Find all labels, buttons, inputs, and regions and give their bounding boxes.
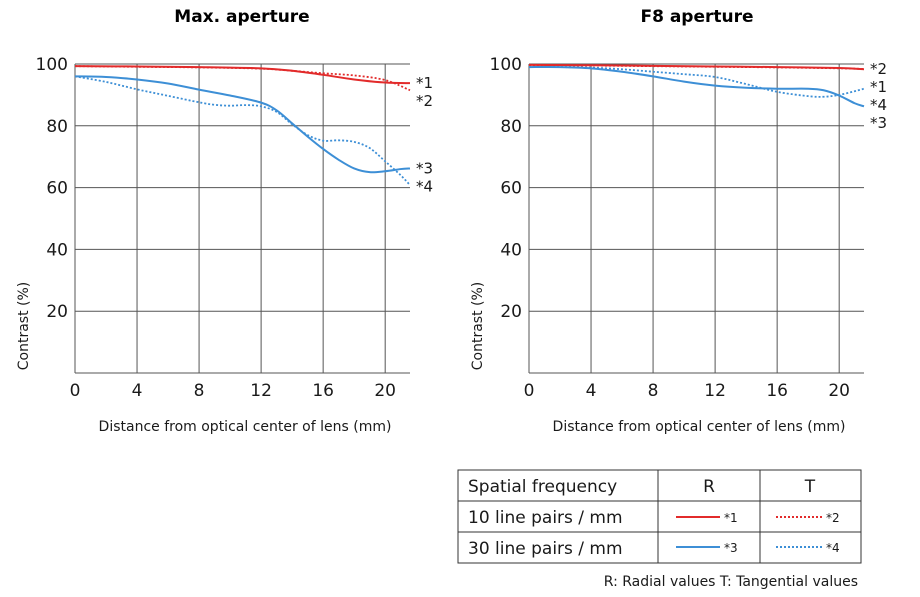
series-line-1: [74, 65, 411, 85]
curve-label: *3: [416, 159, 433, 177]
y-tick-label: 20: [500, 302, 522, 322]
chart-grid: [74, 63, 410, 374]
chart-series: [74, 65, 411, 186]
legend-header-radial: R: [703, 477, 715, 497]
legend-tag: *4: [826, 541, 840, 555]
curve-label: *2: [416, 92, 433, 110]
y-tick-label: 40: [46, 240, 68, 260]
x-tick-label: 16: [766, 381, 788, 401]
y-tick-label: 20: [46, 302, 68, 322]
legend-row-label: 10 line pairs / mm: [468, 508, 623, 528]
x-tick-label: 20: [828, 381, 850, 401]
chart-title: F8 aperture: [640, 7, 753, 27]
y-axis-label: Contrast (%): [470, 282, 486, 371]
series-line-3: [528, 65, 865, 108]
chart-grid: [528, 63, 864, 374]
x-tick-label: 16: [312, 381, 334, 401]
x-tick-label: 12: [250, 381, 272, 401]
x-axis-label: Distance from optical center of lens (mm…: [99, 419, 392, 435]
legend-footnote: R: Radial values T: Tangential values: [604, 574, 858, 590]
legend-table: Spatial frequency R T 10 line pairs / mm…: [457, 469, 862, 590]
curve-label: *2: [870, 60, 887, 78]
legend-tag: *1: [724, 511, 738, 525]
legend-table-grid: [457, 469, 862, 564]
legend-tag: *3: [724, 541, 738, 555]
mtf-chart-f8-aperture: F8 aperture 20 40 60 80 100 0 4 8 12 16 20 Contra…: [470, 7, 887, 435]
curve-label: *3: [870, 114, 887, 132]
chart-series: [528, 63, 865, 108]
y-axis-ticks: 20 40 60 80 100: [36, 55, 68, 322]
y-tick-label: 40: [500, 240, 522, 260]
curve-labels: *2*1*4*3: [870, 60, 887, 132]
x-axis-ticks: 0 4 8 12 16 20: [70, 381, 396, 401]
series-line-1: [528, 63, 865, 71]
curve-label: *4: [870, 96, 887, 114]
x-axis-ticks: 0 4 8 12 16 20: [524, 381, 850, 401]
x-tick-label: 4: [586, 381, 597, 401]
x-tick-label: 0: [70, 381, 81, 401]
y-tick-label: 80: [46, 117, 68, 137]
y-tick-label: 80: [500, 117, 522, 137]
series-line-2: [74, 65, 411, 92]
curve-label: *4: [416, 177, 433, 195]
x-tick-label: 4: [132, 381, 143, 401]
y-axis-label: Contrast (%): [16, 282, 32, 371]
chart-title: Max. aperture: [174, 7, 309, 27]
legend-header-label: Spatial frequency: [468, 477, 617, 497]
y-tick-label: 100: [36, 55, 68, 75]
x-tick-label: 8: [194, 381, 205, 401]
mtf-chart-max-aperture: Max. aperture 20 40 60 80 100 0 4 8 12 16 20 Cont…: [16, 7, 433, 435]
x-tick-label: 8: [648, 381, 659, 401]
y-axis-ticks: 20 40 60 80 100: [490, 55, 522, 322]
curve-label: *1: [416, 74, 433, 92]
legend-tag: *2: [826, 511, 840, 525]
x-tick-label: 20: [374, 381, 396, 401]
series-line-3: [74, 75, 411, 174]
legend-header-tangential: T: [804, 477, 816, 497]
y-tick-label: 60: [46, 179, 68, 199]
series-line-4: [74, 75, 411, 186]
curve-labels: *1*2 *3*4: [416, 74, 433, 195]
y-tick-label: 60: [500, 179, 522, 199]
curve-label: *1: [870, 78, 887, 96]
y-tick-label: 100: [490, 55, 522, 75]
x-axis-label: Distance from optical center of lens (mm…: [553, 419, 846, 435]
x-tick-label: 12: [704, 381, 726, 401]
x-tick-label: 0: [524, 381, 535, 401]
legend-row-label: 30 line pairs / mm: [468, 539, 623, 559]
series-line-4: [528, 66, 865, 98]
